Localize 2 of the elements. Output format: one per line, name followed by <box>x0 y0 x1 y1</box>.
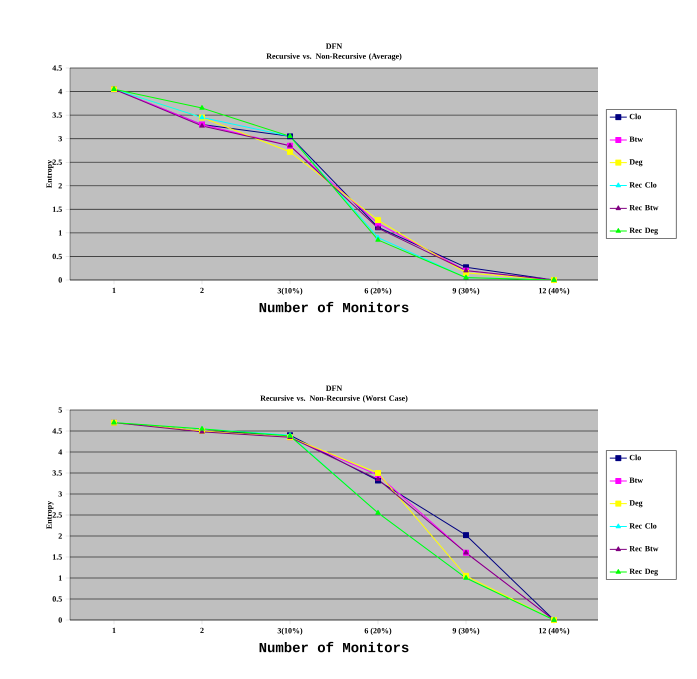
x-axis-title: Number of Monitors <box>260 642 408 652</box>
x-axis-title: Number of Monitors <box>260 302 408 312</box>
